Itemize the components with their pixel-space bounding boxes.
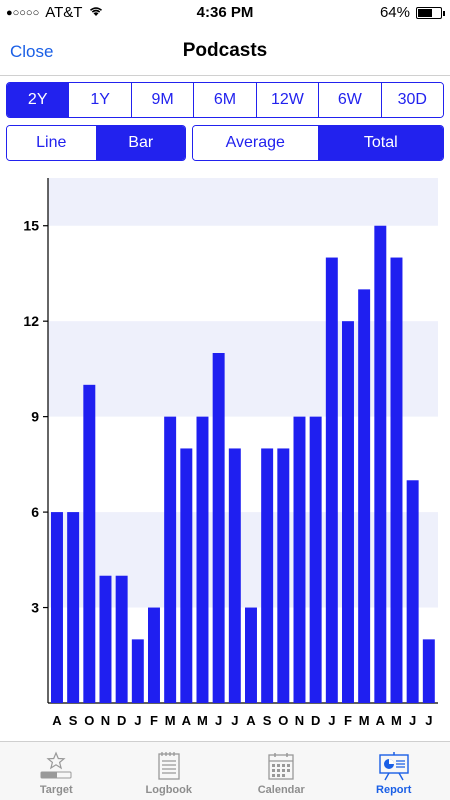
chart-band bbox=[48, 178, 438, 226]
tab-label: Report bbox=[376, 784, 412, 796]
carrier-label: AT&T bbox=[45, 4, 83, 21]
tab-calendar[interactable]: Calendar bbox=[225, 742, 338, 800]
range-selector: 2Y 1Y 9M 6M 12W 6W 30D bbox=[6, 82, 444, 118]
x-tick-label: A bbox=[246, 713, 256, 728]
x-tick-label: J bbox=[231, 713, 238, 728]
battery-fill bbox=[418, 8, 433, 17]
bar bbox=[325, 257, 338, 703]
wifi-icon bbox=[88, 4, 104, 21]
tab-bar: Target Logbook Calendar bbox=[0, 741, 450, 800]
bar bbox=[51, 512, 63, 703]
x-tick-label: N bbox=[101, 713, 110, 728]
bar bbox=[406, 480, 419, 703]
bar bbox=[99, 575, 112, 703]
x-tick-label: O bbox=[84, 713, 94, 728]
battery-percent: 64% bbox=[379, 4, 410, 21]
tab-logbook[interactable]: Logbook bbox=[113, 742, 226, 800]
bar bbox=[148, 607, 160, 703]
tab-target[interactable]: Target bbox=[0, 742, 113, 800]
bar bbox=[309, 416, 322, 703]
x-tick-label: S bbox=[263, 713, 272, 728]
status-bar: ●○○○○ AT&T 4:36 PM 64% bbox=[0, 0, 450, 26]
x-tick-label: A bbox=[52, 713, 62, 728]
range-tab-2y[interactable]: 2Y bbox=[7, 83, 70, 117]
range-tab-9m[interactable]: 9M bbox=[131, 83, 195, 117]
x-tick-label: J bbox=[425, 713, 432, 728]
bar bbox=[293, 416, 306, 703]
aggregate-mode-toggle: Average Total bbox=[192, 125, 444, 161]
bar bbox=[115, 575, 128, 703]
nav-bar: Close Podcasts bbox=[0, 26, 450, 76]
calendar-icon bbox=[261, 750, 301, 782]
bar-chart-button[interactable]: Bar bbox=[96, 126, 185, 160]
bar bbox=[422, 639, 435, 703]
x-tick-label: A bbox=[376, 713, 386, 728]
tab-report[interactable]: Report bbox=[338, 742, 450, 800]
close-button[interactable]: Close bbox=[10, 42, 54, 61]
total-button[interactable]: Total bbox=[318, 126, 443, 160]
average-button[interactable]: Average bbox=[193, 126, 319, 160]
y-tick-label: 9 bbox=[31, 409, 39, 425]
x-tick-label: F bbox=[150, 713, 158, 728]
logbook-icon bbox=[149, 750, 189, 782]
y-tick-label: 12 bbox=[23, 313, 39, 329]
tab-label: Calendar bbox=[257, 784, 305, 796]
bar bbox=[212, 353, 225, 703]
bar bbox=[245, 607, 257, 703]
tab-label: Target bbox=[39, 784, 73, 796]
x-tick-label: D bbox=[117, 713, 126, 728]
bar bbox=[180, 448, 193, 703]
page-title: Podcasts bbox=[182, 40, 268, 61]
bar bbox=[67, 512, 80, 703]
bar bbox=[342, 321, 354, 703]
tab-label: Logbook bbox=[145, 784, 192, 796]
bar bbox=[277, 448, 290, 703]
bar bbox=[390, 257, 403, 703]
target-icon bbox=[36, 750, 76, 782]
x-tick-label: J bbox=[409, 713, 416, 728]
range-tab-6m[interactable]: 6M bbox=[194, 83, 257, 117]
chart-band bbox=[48, 321, 438, 417]
chart-type-toggle: Line Bar bbox=[6, 125, 186, 161]
x-tick-label: S bbox=[69, 713, 78, 728]
x-tick-label: O bbox=[278, 713, 288, 728]
status-right: 64% bbox=[379, 4, 445, 21]
x-tick-label: M bbox=[359, 713, 370, 728]
x-tick-label: M bbox=[391, 713, 402, 728]
x-tick-label: J bbox=[215, 713, 222, 728]
x-tick-label: F bbox=[344, 713, 352, 728]
y-tick-label: 6 bbox=[31, 504, 39, 520]
report-icon bbox=[374, 750, 414, 782]
x-tick-label: J bbox=[134, 713, 141, 728]
status-time: 4:36 PM bbox=[196, 4, 254, 21]
line-chart-button[interactable]: Line bbox=[7, 126, 97, 160]
x-tick-label: A bbox=[182, 713, 192, 728]
range-tab-1y[interactable]: 1Y bbox=[69, 83, 132, 117]
range-tab-12w[interactable]: 12W bbox=[256, 83, 320, 117]
range-tab-6w[interactable]: 6W bbox=[319, 83, 382, 117]
x-tick-label: M bbox=[197, 713, 208, 728]
bar bbox=[196, 416, 209, 703]
bar bbox=[374, 225, 387, 703]
x-tick-label: N bbox=[295, 713, 304, 728]
bar bbox=[164, 416, 177, 703]
x-tick-label: M bbox=[165, 713, 176, 728]
bar bbox=[131, 639, 144, 703]
chart-band bbox=[48, 512, 438, 608]
status-left: ●○○○○ AT&T bbox=[6, 4, 104, 21]
y-tick-label: 3 bbox=[31, 600, 39, 616]
bar bbox=[228, 448, 241, 703]
signal-strength-icon: ●○○○○ bbox=[6, 6, 40, 19]
range-tab-30d[interactable]: 30D bbox=[381, 83, 443, 117]
x-tick-label: D bbox=[311, 713, 320, 728]
y-tick-label: 15 bbox=[23, 218, 39, 234]
bar bbox=[261, 448, 274, 703]
x-tick-label: J bbox=[328, 713, 335, 728]
battery-icon bbox=[416, 6, 445, 19]
bar bbox=[358, 289, 371, 703]
bar bbox=[83, 384, 96, 703]
